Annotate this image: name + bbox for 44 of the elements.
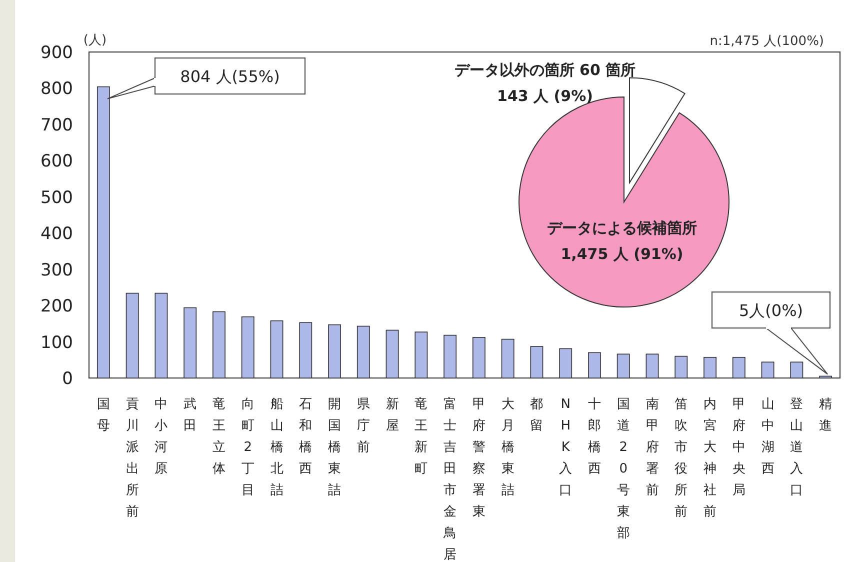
data-label: 1,475 人 (91%) bbox=[560, 245, 684, 263]
x-tick-label: 笛吹市役所前 bbox=[674, 397, 688, 520]
y-tick-label: 400 bbox=[40, 224, 73, 244]
x-tick-label: 竜王立体 bbox=[212, 397, 226, 476]
y-tick-label: 800 bbox=[40, 79, 73, 100]
x-tick-label: 貢川派出所前 bbox=[126, 397, 139, 520]
x-tick-label: 石和橋西 bbox=[299, 397, 312, 476]
y-tick-label: 900 bbox=[40, 43, 73, 63]
x-tick-label: 精進 bbox=[819, 397, 832, 434]
x-tick-label: 十郎橋西 bbox=[588, 397, 601, 476]
x-tick-label: 新屋 bbox=[386, 397, 399, 434]
y-tick-label: 200 bbox=[40, 296, 73, 317]
x-tick-label: 国母 bbox=[96, 397, 110, 434]
x-tick-label: 南甲府署前 bbox=[646, 397, 659, 498]
x-tick-label: 船山橋北詰 bbox=[270, 397, 284, 498]
text: n:1,475 人(100%) bbox=[710, 34, 824, 49]
annotation: 804 人(55%) bbox=[180, 67, 280, 86]
y-tick-label: 600 bbox=[40, 152, 73, 172]
annotation: 5人(0%) bbox=[738, 301, 804, 320]
x-tick-label: 甲府中央局 bbox=[732, 397, 746, 498]
x-tick-label: 竜王新町 bbox=[414, 397, 428, 476]
x-tick-label: 山中湖西 bbox=[761, 397, 774, 476]
x-tick-label: 登山道入口 bbox=[790, 397, 804, 498]
x-tick-label: 富士吉田市金鳥居 bbox=[442, 396, 457, 562]
x-tick-label: 武田 bbox=[184, 397, 197, 434]
slice-label: データ以外の箇所 60 箇所 bbox=[454, 61, 636, 79]
slice-label: データによる候補箇所 bbox=[547, 219, 697, 237]
x-tick-label: 国道20号東部 bbox=[616, 397, 630, 541]
y-tick-label: 500 bbox=[40, 188, 73, 208]
x-tick-label: 県庁前 bbox=[356, 397, 370, 455]
x-tick-label: 開国橋東詰 bbox=[328, 397, 342, 498]
y-tick-label: 300 bbox=[40, 260, 73, 280]
x-tick-label: 甲府警察署東 bbox=[472, 397, 486, 520]
data-label: 143 人 (9%) bbox=[497, 87, 593, 105]
x-tick-label: 大月橋東詰 bbox=[501, 397, 514, 498]
x-tick-label: 向町2丁目 bbox=[241, 397, 254, 498]
x-tick-label: NHK入口 bbox=[559, 397, 572, 498]
y-axis-title: (人) bbox=[83, 33, 107, 48]
y-tick-label: 100 bbox=[40, 332, 73, 353]
x-tick-label: 中小河原 bbox=[154, 397, 168, 476]
y-tick-label: 0 bbox=[62, 369, 73, 389]
y-tick-label: 700 bbox=[40, 115, 73, 136]
x-tick-label: 都留 bbox=[530, 397, 544, 434]
x-tick-label: 内宮大神社前 bbox=[704, 397, 717, 520]
